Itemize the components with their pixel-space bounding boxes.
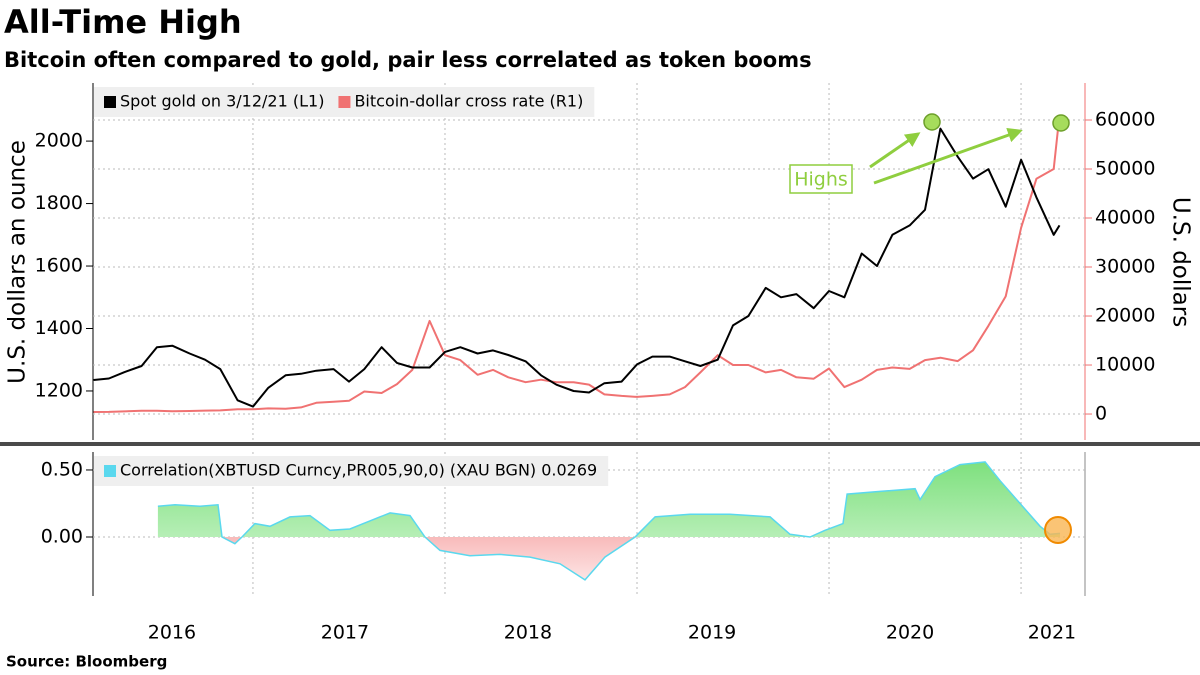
arrow <box>873 127 1023 185</box>
y-tick-label: 0.50 <box>41 458 83 480</box>
y2-tick-label: 0 <box>1095 403 1107 425</box>
x-tick-label: 2021 <box>1028 622 1076 644</box>
highlight-circle <box>1052 114 1070 132</box>
y2-tick-label: 20000 <box>1095 305 1155 327</box>
y2-tick-label: 60000 <box>1095 108 1155 130</box>
x-tick-label: 2019 <box>688 622 736 644</box>
legend-bg <box>94 456 609 486</box>
x-tick-label: 2016 <box>148 622 196 644</box>
plot: 1200140016001800200001000020000300004000… <box>35 83 1155 644</box>
y-tick-label: 1800 <box>35 192 83 214</box>
line <box>93 114 1061 413</box>
y2-tick-label: 40000 <box>1095 207 1155 229</box>
x-tick-label: 2017 <box>321 622 369 644</box>
title: All-Time High <box>4 3 242 41</box>
highlight-circle <box>923 113 941 131</box>
x-tick-label: 2020 <box>886 622 934 644</box>
y2-tick-label: 30000 <box>1095 256 1155 278</box>
legend-label: Bitcoin-dollar cross rate (R1) <box>354 92 583 111</box>
y-axis-label: U.S. dollars an ounce <box>5 140 31 384</box>
y2-tick-label: 50000 <box>1095 158 1155 180</box>
area-positive <box>157 461 1060 538</box>
legend: Correlation(XBTUSD Curncy,PR005,90,0) (X… <box>94 456 609 486</box>
annotation: Highs <box>794 169 848 191</box>
arrow <box>869 132 921 169</box>
x-tick-label: 2018 <box>504 622 552 644</box>
annotation-box <box>789 164 853 194</box>
area-negative <box>157 537 1060 580</box>
legend-swatch <box>338 96 351 108</box>
y2-axis-label: U.S. dollars <box>1168 197 1194 327</box>
legend-swatch <box>104 465 116 477</box>
line <box>157 461 1061 581</box>
y2-tick-label: 10000 <box>1095 354 1155 376</box>
source: Source: Bloomberg <box>6 653 167 671</box>
subtitle: Bitcoin often compared to gold, pair les… <box>4 48 812 72</box>
y-tick-label: 2000 <box>35 130 83 152</box>
y-tick-label: 1400 <box>35 317 83 339</box>
legend: Spot gold on 3/12/21 (L1) Bitcoin-dollar … <box>94 87 595 117</box>
y-tick-label: 1600 <box>35 255 83 277</box>
legend-swatch <box>104 96 116 108</box>
legend-label: Spot gold on 3/12/21 (L1) <box>120 92 324 111</box>
legend-label: Correlation(XBTUSD Curncy,PR005,90,0) (X… <box>120 461 597 480</box>
y-tick-label: 1200 <box>35 379 83 401</box>
y-tick-label: 0.00 <box>41 526 83 548</box>
highlight-circle <box>1044 516 1072 544</box>
line <box>93 127 1061 408</box>
